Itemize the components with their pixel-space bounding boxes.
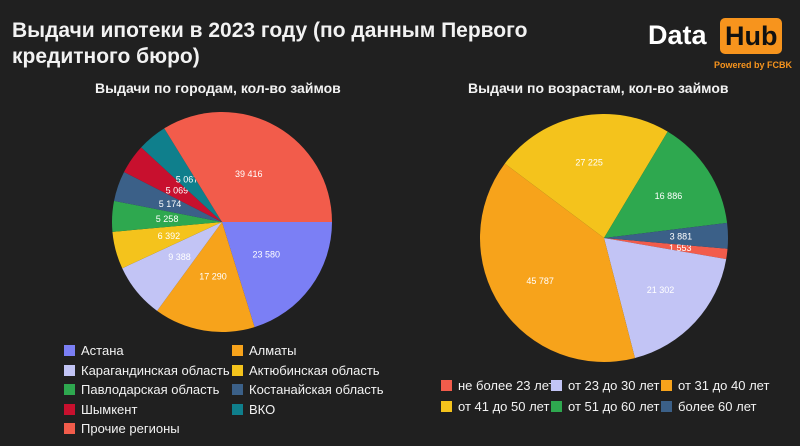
- pie-slice: [604, 131, 728, 238]
- chart-title-ages: Выдачи по возрастам, кол-во займов: [468, 80, 729, 96]
- pie-slice: [604, 222, 728, 249]
- pie-slice: [112, 200, 222, 232]
- legend-item: более 60 лет: [661, 399, 756, 414]
- legend-label: от 51 до 60 лет: [568, 398, 660, 414]
- data-label: 17 290: [199, 271, 227, 281]
- legend-swatch: [551, 380, 562, 391]
- legend-item: Костанайская область: [232, 382, 384, 397]
- data-label: 5 174: [159, 199, 182, 209]
- pie-1: 1 553 21 302 45 787 27 225 16 886 3 881: [480, 114, 728, 362]
- legend-label: Костанайская область: [249, 382, 384, 397]
- data-label: 27 225: [575, 158, 603, 168]
- data-label: 5 067: [176, 175, 199, 185]
- data-label: 16 886: [655, 191, 683, 201]
- legend-item: ВКО: [232, 402, 275, 417]
- legend-label: от 23 до 30 лет: [568, 378, 660, 393]
- legend-item: Актюбинская область: [232, 363, 380, 378]
- legend-label: Алматы: [249, 343, 297, 358]
- legend-swatch: [661, 400, 672, 412]
- data-label: 21 302: [647, 285, 675, 295]
- legend-label: Павлодарская область: [81, 382, 220, 397]
- legend-swatch: [64, 423, 75, 434]
- data-label: 39 416: [235, 169, 263, 179]
- pie-slice: [141, 128, 222, 222]
- legend-label: более 60 лет: [678, 398, 757, 414]
- legend-item: от 41 до 50 лет: [441, 399, 549, 414]
- data-label: 3 881: [670, 232, 693, 242]
- legend-swatch: [441, 380, 452, 391]
- pie-slice: [480, 163, 635, 362]
- data-label: 5 258: [156, 214, 179, 224]
- data-label: 23 580: [253, 250, 281, 260]
- legend-label: Прочие регионы: [81, 421, 180, 436]
- legend-label: Астана: [81, 343, 124, 358]
- logo-text-data: Data: [648, 20, 707, 50]
- data-label: 5 069: [166, 186, 189, 196]
- legend-label: от 31 до 40 лет: [678, 378, 770, 393]
- legend-item: Павлодарская область: [64, 382, 219, 397]
- legend-swatch: [64, 364, 75, 376]
- legend-label: не более 23 лет: [458, 378, 555, 393]
- legend-swatch: [232, 384, 243, 395]
- pie-slice: [122, 222, 222, 311]
- legend-swatch: [551, 400, 562, 412]
- legend-item: от 23 до 30 лет: [551, 378, 659, 393]
- legend-swatch: [232, 364, 243, 376]
- legend-label: Карагандинская область: [81, 362, 230, 378]
- legend-item: Прочие регионы: [64, 421, 180, 436]
- logo-text-hub: Hub: [720, 18, 783, 54]
- legend-item: от 51 до 60 лет: [551, 399, 659, 414]
- legend-item: от 31 до 40 лет: [661, 378, 769, 393]
- legend-label: Шымкент: [81, 401, 138, 417]
- pie-slice: [164, 111, 332, 222]
- pie-slice: [114, 171, 222, 222]
- pie-slice: [604, 238, 728, 260]
- legend-swatch: [232, 403, 243, 415]
- legend-item: Алматы: [232, 343, 296, 358]
- legend-label: Актюбинская область: [249, 362, 380, 378]
- data-label: 1 553: [669, 243, 692, 253]
- legend-label: ВКО: [249, 401, 276, 417]
- legend-label: от 41 до 50 лет: [458, 398, 550, 414]
- legend-swatch: [64, 384, 75, 395]
- pie-slice: [604, 238, 727, 359]
- legend-item: Шымкент: [64, 402, 137, 417]
- page-title: Выдачи ипотеки в 2023 году (по данным Пе…: [12, 19, 528, 68]
- pie-slice: [112, 222, 222, 269]
- legend-item: Карагандинская область: [64, 363, 230, 378]
- pie-slice: [157, 222, 255, 332]
- data-label: 6 392: [158, 231, 181, 241]
- legend-swatch: [64, 345, 75, 356]
- pie-slice: [504, 114, 668, 238]
- legend-swatch: [661, 380, 672, 391]
- legend-swatch: [64, 403, 75, 415]
- legend-swatch: [441, 400, 452, 412]
- data-label: 9 388: [168, 252, 191, 262]
- logo-powered-by: Powered by FCBK: [714, 60, 793, 70]
- data-label: 45 787: [526, 276, 554, 286]
- legend-swatch: [232, 345, 243, 356]
- pie-slice: [124, 147, 222, 222]
- pie-slice: [222, 222, 332, 328]
- legend-item: не более 23 лет: [441, 378, 554, 393]
- chart-title-cities: Выдачи по городам, кол-во займов: [95, 80, 341, 96]
- legend-item: Астана: [64, 343, 124, 358]
